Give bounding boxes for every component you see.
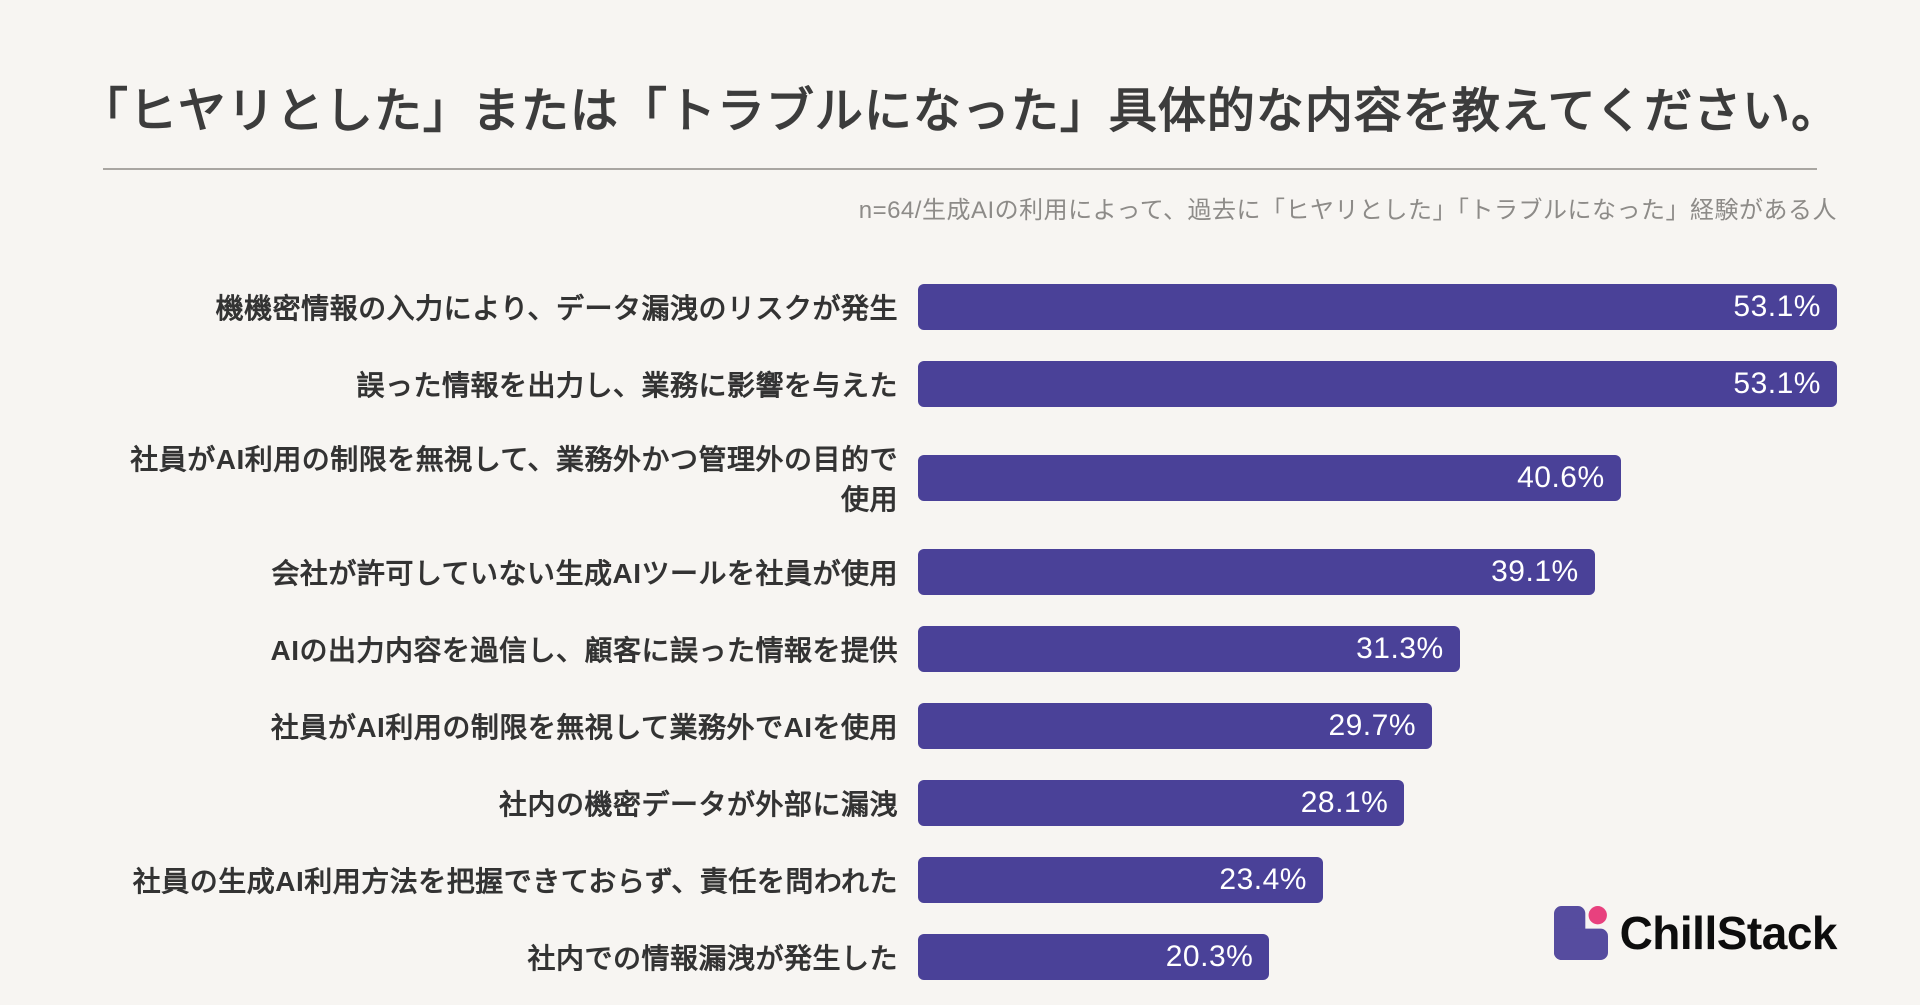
bar: 53.1% <box>918 361 1837 407</box>
chart-row: 誤った情報を出力し、業務に影響を与えた 53.1% <box>110 361 1837 407</box>
chart-row: 機機密情報の入力により、データ漏洩のリスクが発生 53.1% <box>110 284 1837 330</box>
bar: 23.4% <box>918 857 1323 903</box>
bar-track: 53.1% <box>918 361 1837 407</box>
bar: 39.1% <box>918 549 1595 595</box>
category-label: 社員の生成AI利用方法を把握できておらず、責任を問われた <box>132 866 898 897</box>
value-label: 23.4% <box>1219 863 1307 896</box>
value-label: 20.3% <box>1165 940 1254 973</box>
category-label: AIの出力内容を過信し、顧客に誤った情報を提供 <box>270 635 898 666</box>
bar: 31.3% <box>918 626 1460 672</box>
category-label: 社内での情報漏洩が発生した <box>527 943 898 974</box>
chart-row: 社員がAI利用の制限を無視して、業務外かつ管理外の目的で使用 40.6% <box>110 438 1837 518</box>
value-label: 53.1% <box>1733 290 1821 323</box>
bar: 29.7% <box>918 703 1433 749</box>
bar-track: 29.7% <box>918 703 1837 749</box>
bar-chart: 機機密情報の入力により、データ漏洩のリスクが発生 53.1% 誤った情報を出力し… <box>0 284 1837 980</box>
category-label: 社内の機密データが外部に漏洩 <box>498 789 898 820</box>
bar: 20.3% <box>918 934 1270 980</box>
page-title: 「ヒヤリとした」または「トラブルになった」具体的な内容を教えてください。 <box>79 85 1841 138</box>
category-label: 誤った情報を出力し、業務に影響を与えた <box>356 370 898 401</box>
value-label: 39.1% <box>1491 555 1579 588</box>
category-label: 機機密情報の入力により、データ漏洩のリスクが発生 <box>215 293 898 324</box>
bar-track: 53.1% <box>918 284 1837 330</box>
chart-row: 社内の機密データが外部に漏洩 28.1% <box>110 780 1837 826</box>
bar-track: 39.1% <box>918 549 1837 595</box>
bar-track: 31.3% <box>918 626 1837 672</box>
chart-row: 社員の生成AI利用方法を把握できておらず、責任を問われた 23.4% <box>110 857 1837 903</box>
brand-logo: ChillStack <box>1553 906 1838 960</box>
chillstack-logo-icon <box>1553 906 1608 960</box>
chart-row: AIの出力内容を過信し、顧客に誤った情報を提供 31.3% <box>110 626 1837 672</box>
chart-row: 会社が許可していない生成AIツールを社員が使用 39.1% <box>110 549 1837 595</box>
title-divider <box>103 168 1817 170</box>
bar-track: 23.4% <box>918 857 1837 903</box>
bar-track: 28.1% <box>918 780 1837 826</box>
chillstack-logo-text: ChillStack <box>1619 907 1838 959</box>
value-label: 31.3% <box>1356 632 1444 665</box>
chart-subtitle: n=64/生成AIの利用によって、過去に「ヒヤリとした」「トラブルになった」経験… <box>858 197 1837 224</box>
bar-track: 40.6% <box>918 455 1837 501</box>
chart-row: 社内での情報漏洩が発生した 20.3% <box>110 934 1837 980</box>
value-label: 40.6% <box>1517 461 1605 494</box>
category-label: 社員がAI利用の制限を無視して業務外でAIを使用 <box>270 712 898 743</box>
bar: 40.6% <box>918 455 1621 501</box>
bar: 28.1% <box>918 780 1405 826</box>
value-label: 29.7% <box>1328 709 1417 742</box>
bar-track: 20.3% <box>918 934 1837 980</box>
chart-row: 社員がAI利用の制限を無視して業務外でAIを使用 29.7% <box>110 703 1837 749</box>
value-label: 53.1% <box>1733 367 1821 400</box>
bar: 53.1% <box>918 284 1837 330</box>
category-label: 社員がAI利用の制限を無視して、業務外かつ管理外の目的で使用 <box>130 444 898 515</box>
category-label: 会社が許可していない生成AIツールを社員が使用 <box>271 558 898 589</box>
value-label: 28.1% <box>1300 786 1389 819</box>
